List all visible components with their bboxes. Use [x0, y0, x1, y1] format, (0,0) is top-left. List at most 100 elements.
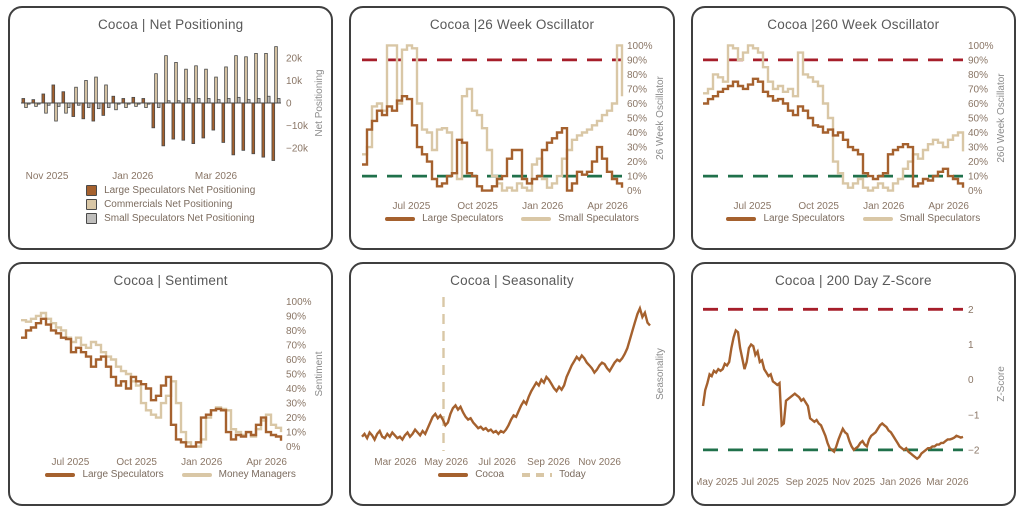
svg-text:2: 2 — [968, 305, 974, 316]
svg-text:Z-Score: Z-Score — [996, 366, 1007, 402]
svg-text:100%: 100% — [627, 41, 653, 52]
svg-text:260 Week Oscillator: 260 Week Oscillator — [996, 73, 1007, 163]
svg-text:Jan 2026: Jan 2026 — [112, 171, 154, 182]
svg-text:100%: 100% — [968, 41, 994, 52]
net-positioning-chart: 20k 10k 0 −10k −20k Nov 2025 Jan 2026 Mar 2026 N… — [20, 46, 325, 182]
legend-item-money-managers: Money Managers — [181, 469, 296, 480]
svg-text:May 2025: May 2025 — [697, 477, 738, 488]
legend-item-large-speculators: Large Speculators — [385, 213, 503, 224]
svg-text:20%: 20% — [968, 157, 988, 168]
svg-text:Net Positioning: Net Positioning — [314, 69, 325, 136]
today-dash-swatch-icon — [522, 472, 553, 477]
panel-26-week-oscillator: Cocoa |26 Week Oscillator 100% 90% 80% 70% 6… — [349, 6, 675, 250]
svg-text:Apr 2026: Apr 2026 — [587, 201, 628, 212]
svg-text:Mar 2026: Mar 2026 — [927, 477, 970, 488]
svg-text:0%: 0% — [286, 442, 301, 453]
svg-text:80%: 80% — [286, 326, 306, 337]
svg-text:70%: 70% — [968, 84, 988, 95]
svg-text:60%: 60% — [968, 99, 988, 110]
svg-text:Apr 2026: Apr 2026 — [929, 201, 970, 212]
svg-text:Jul 2025: Jul 2025 — [392, 201, 430, 212]
svg-text:20%: 20% — [286, 413, 306, 424]
svg-text:10%: 10% — [968, 172, 988, 183]
legend-label: Large Speculators Net Positioning — [104, 185, 256, 196]
svg-text:−1: −1 — [968, 410, 980, 421]
svg-text:Jan 2026: Jan 2026 — [863, 201, 905, 212]
svg-text:Jul 2026: Jul 2026 — [478, 457, 516, 468]
svg-text:Oct 2025: Oct 2025 — [116, 457, 157, 468]
panel-260-week-oscillator: Cocoa |260 Week Oscillator 100% 90% 80% 70%… — [690, 6, 1016, 250]
svg-text:40%: 40% — [968, 128, 988, 139]
legend-label: Large Speculators — [763, 213, 845, 224]
legend-item-today: Today — [522, 469, 586, 480]
legend-label: Today — [559, 469, 586, 480]
legend-item-large-speculators: Large Speculators Net Positioning — [86, 185, 255, 196]
svg-text:100%: 100% — [286, 297, 312, 308]
svg-text:Sep 2025: Sep 2025 — [786, 477, 829, 488]
small-speculators-swatch-icon — [86, 213, 98, 224]
svg-text:80%: 80% — [627, 70, 647, 81]
svg-text:Nov 2025: Nov 2025 — [25, 171, 68, 182]
large-speculators-swatch-icon — [86, 185, 98, 196]
svg-text:Jul 2025: Jul 2025 — [742, 477, 780, 488]
panel-title-net-positioning: Cocoa | Net Positioning — [97, 17, 244, 32]
legend-item-small-speculators: Small Speculators Net Positioning — [86, 213, 255, 224]
svg-text:0: 0 — [286, 99, 292, 110]
260-week-oscillator-chart: 100% 90% 80% 70% 60% 50% 40% 30% 20% 10% 0% Jul 202… — [703, 41, 1007, 212]
svg-text:Jan 2026: Jan 2026 — [181, 457, 223, 468]
legend-26-week-oscillator: Large Speculators Small Speculators — [385, 213, 639, 224]
panel-net-positioning: Cocoa | Net Positioning 20k 10k 0 −10k −20k N… — [8, 6, 334, 250]
large-speculators-line-swatch-icon — [385, 216, 416, 221]
svg-text:Jul 2025: Jul 2025 — [51, 457, 89, 468]
large-speculators-line-swatch-icon — [726, 216, 757, 221]
svg-text:50%: 50% — [968, 114, 988, 125]
svg-text:May 2026: May 2026 — [424, 457, 468, 468]
money-managers-line-swatch-icon — [181, 472, 212, 477]
small-speculators-line-swatch-icon — [521, 216, 552, 221]
svg-text:40%: 40% — [286, 384, 306, 395]
svg-text:50%: 50% — [286, 370, 306, 381]
svg-text:−20k: −20k — [286, 144, 309, 155]
legend-seasonality: Cocoa Today — [438, 469, 586, 480]
svg-text:10%: 10% — [627, 172, 647, 183]
svg-text:26 Week Oscillator: 26 Week Oscillator — [655, 75, 666, 159]
26-week-oscillator-chart: 100% 90% 80% 70% 60% 50% 40% 30% 20% 10% 0% Jul 202… — [361, 41, 666, 212]
svg-text:20k: 20k — [286, 53, 303, 64]
svg-text:Apr 2026: Apr 2026 — [246, 457, 287, 468]
panel-title-seasonality: Cocoa | Seasonality — [450, 273, 574, 288]
svg-text:Nov 2026: Nov 2026 — [578, 457, 621, 468]
legend-item-commercials: Commercials Net Positioning — [86, 199, 232, 210]
svg-text:10k: 10k — [286, 76, 303, 87]
svg-text:−2: −2 — [968, 445, 980, 456]
svg-text:60%: 60% — [286, 355, 306, 366]
large-speculators-line-swatch-icon — [45, 472, 76, 477]
legend-label: Commercials Net Positioning — [104, 199, 233, 210]
cocoa-line-swatch-icon — [438, 472, 469, 477]
svg-text:Jan 2026: Jan 2026 — [522, 201, 564, 212]
commercials-swatch-icon — [86, 199, 98, 210]
svg-text:90%: 90% — [286, 311, 306, 322]
svg-text:0: 0 — [968, 375, 974, 386]
svg-text:Oct 2025: Oct 2025 — [799, 201, 840, 212]
legend-item-cocoa: Cocoa — [438, 469, 504, 480]
legend-260-week-oscillator: Large Speculators Small Speculators — [726, 213, 980, 224]
panel-title-26-week-oscillator: Cocoa |26 Week Oscillator — [429, 17, 595, 32]
panel-sentiment: Cocoa | Sentiment 100% 90% 80% 70% 60% 50% 40%… — [8, 262, 334, 506]
svg-text:Oct 2025: Oct 2025 — [457, 201, 498, 212]
svg-text:90%: 90% — [968, 55, 988, 66]
panel-200-day-z-score: Cocoa | 200 Day Z-Score 2 1 0 −1 −2 May 2025 J… — [690, 262, 1016, 506]
svg-text:0%: 0% — [968, 186, 983, 197]
svg-text:Jan 2026: Jan 2026 — [880, 477, 922, 488]
svg-text:80%: 80% — [968, 70, 988, 81]
legend-label: Small Speculators — [558, 213, 639, 224]
panel-title-260-week-oscillator: Cocoa |260 Week Oscillator — [767, 17, 940, 32]
legend-label: Small Speculators — [899, 213, 981, 224]
svg-text:10%: 10% — [286, 428, 306, 439]
legend-item-small-speculators: Small Speculators — [521, 213, 639, 224]
sentiment-chart: 100% 90% 80% 70% 60% 50% 40% 30% 20% 10% 0% Jul 202… — [20, 297, 325, 468]
svg-text:50%: 50% — [627, 114, 647, 125]
svg-text:40%: 40% — [627, 128, 647, 139]
legend-label: Large Speculators — [82, 469, 164, 480]
legend-item-small-speculators: Small Speculators — [862, 213, 981, 224]
